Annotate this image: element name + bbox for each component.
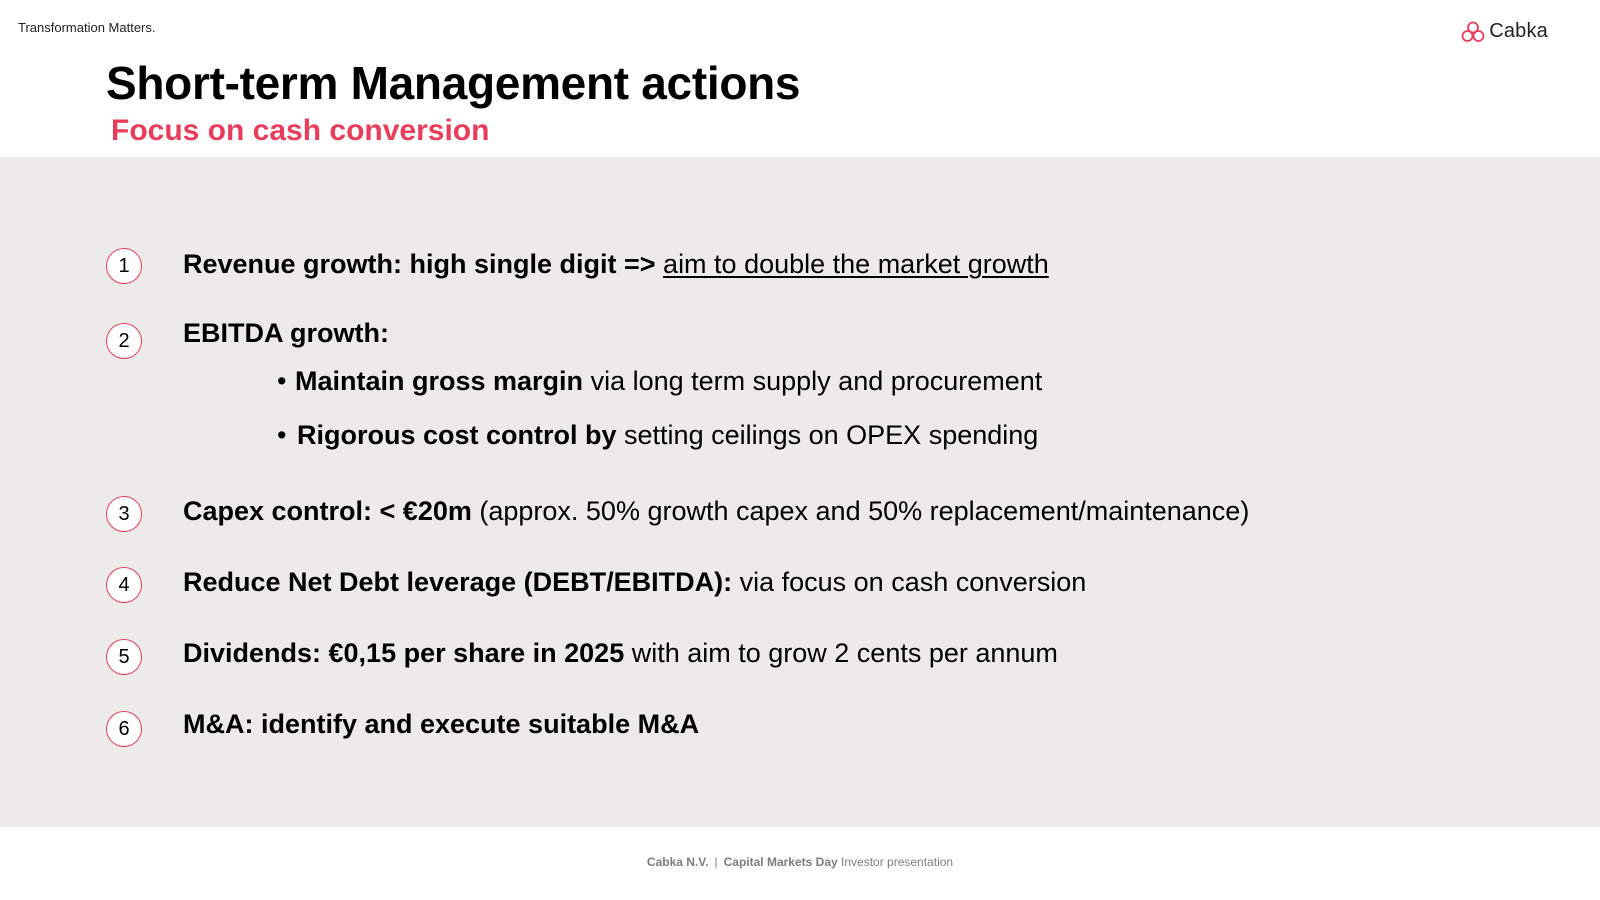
item-3-rest: (approx. 50% growth capex and 50% replac… [471, 496, 1250, 526]
item-1-bold: Revenue growth: high single digit => [183, 249, 664, 279]
footer-separator: | [714, 855, 718, 869]
number-badge-1: 1 [106, 248, 142, 284]
logo-text: Cabka [1489, 20, 1548, 42]
item-2-text: EBITDA growth: [183, 317, 389, 349]
bullet-2-2: • Rigorous cost control by setting ceilin… [277, 419, 1038, 451]
item-4-rest: via focus on cash conversion [732, 567, 1087, 597]
number-badge-2: 2 [106, 323, 142, 359]
item-5-rest: with aim to grow 2 cents per annum [624, 638, 1058, 668]
item-5-bold: Dividends: €0,15 per share in 2025 [183, 638, 625, 668]
bullet-2-2-bold: Rigorous cost control by [297, 420, 617, 450]
item-3-text: Capex control: < €20m (approx. 50% growt… [183, 495, 1249, 527]
tagline: Transformation Matters. [18, 20, 156, 35]
three-circles-logo-icon [1461, 21, 1485, 43]
item-6-text: M&A: identify and execute suitable M&A [183, 708, 699, 740]
item-5-text: Dividends: €0,15 per share in 2025 with … [183, 637, 1058, 669]
bullet-dot: • [277, 420, 287, 450]
page-subtitle: Focus on cash conversion [111, 114, 490, 147]
bullet-dot: • [277, 366, 287, 396]
item-4-text: Reduce Net Debt leverage (DEBT/EBITDA): … [183, 566, 1086, 598]
number-badge-3: 3 [106, 496, 142, 532]
bullet-2-2-rest: setting ceilings on OPEX spending [616, 420, 1039, 450]
bullet-2-1-bold: Maintain gross margin [295, 366, 584, 396]
number-badge-6: 6 [106, 711, 142, 747]
item-1-text: Revenue growth: high single digit => aim… [183, 248, 1049, 280]
item-4-bold: Reduce Net Debt leverage (DEBT/EBITDA): [183, 567, 733, 597]
number-badge-4: 4 [106, 567, 142, 603]
content-panel [0, 157, 1600, 827]
number-badge-5: 5 [106, 639, 142, 675]
item-3-bold: Capex control: < €20m [183, 496, 472, 526]
item-2-bold: EBITDA growth: [183, 318, 389, 348]
item-1-underlined: aim to double the market growth [663, 249, 1049, 279]
footer-doc: Investor presentation [841, 855, 954, 869]
page-title: Short-term Management actions [106, 57, 801, 109]
footer-company: Cabka N.V. [646, 855, 709, 869]
cabka-logo: Cabka [1461, 20, 1548, 43]
item-6-bold: M&A: identify and execute suitable M&A [183, 709, 700, 739]
footer: Cabka N.V. | Capital Markets Day Investor … [0, 855, 1600, 869]
bullet-2-1-rest: via long term supply and procurement [583, 366, 1043, 396]
bullet-2-1: • Maintain gross margin via long term sup… [277, 365, 1042, 397]
footer-event: Capital Markets Day [723, 855, 838, 869]
